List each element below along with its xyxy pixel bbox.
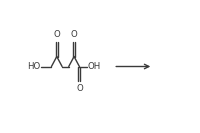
Text: O: O — [53, 30, 60, 39]
Text: HO: HO — [28, 62, 41, 71]
Text: O: O — [76, 84, 83, 93]
Text: OH: OH — [88, 62, 101, 71]
Text: O: O — [71, 30, 77, 39]
